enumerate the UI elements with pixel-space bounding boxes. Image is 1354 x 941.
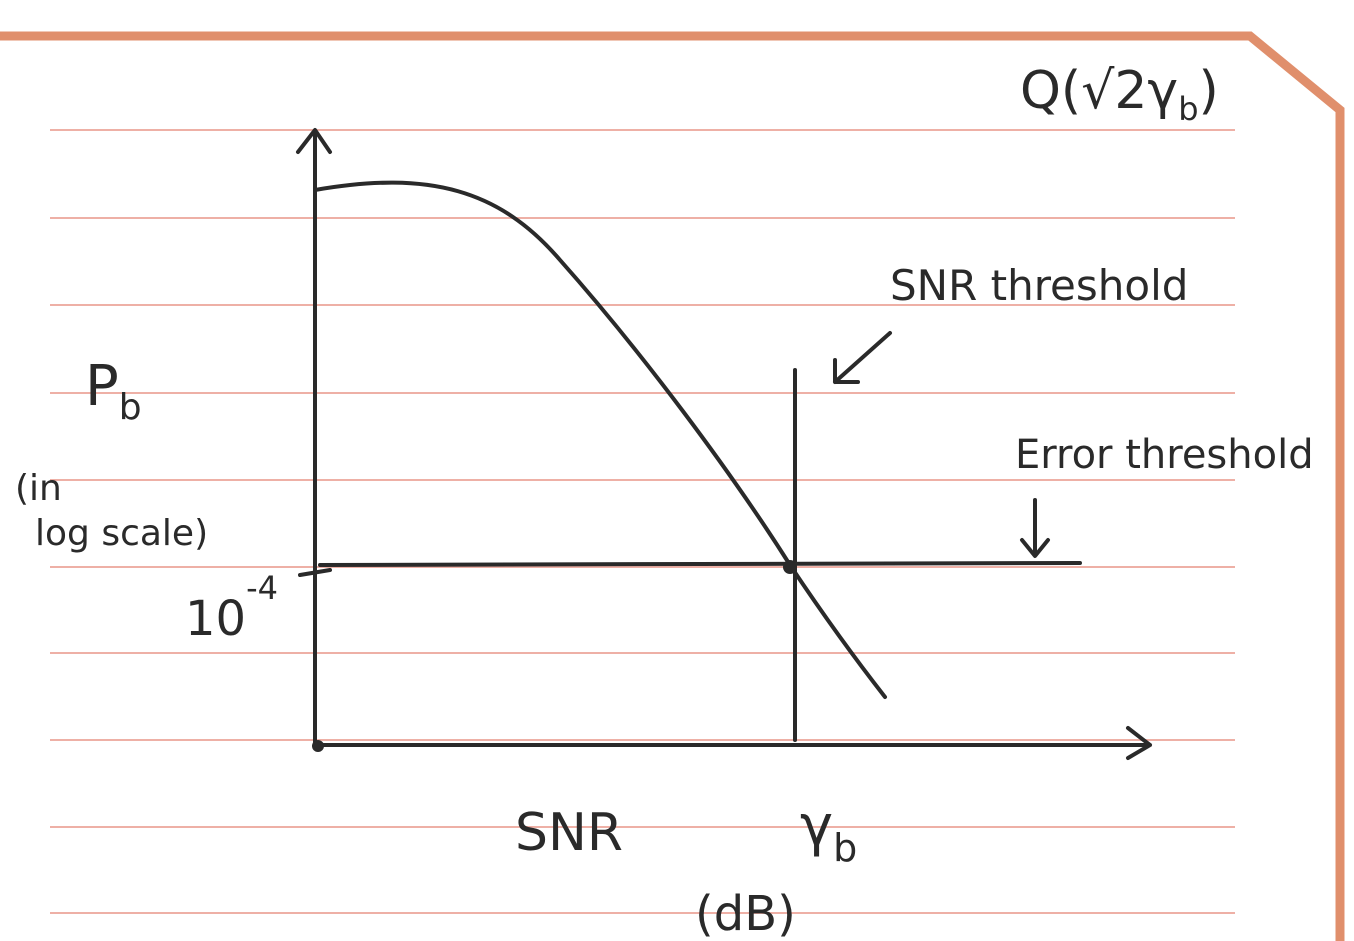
origin (312, 740, 324, 752)
y-symbol: P (85, 354, 119, 419)
snr-threshold-label: SNR threshold (890, 261, 1188, 310)
notebook-page: Q(√2γb) SNR threshold Error threshold Pb… (0, 0, 1354, 941)
x-marker-subscript: b (833, 826, 857, 870)
formula-subscript: b (1178, 90, 1198, 128)
y-subscript: b (119, 387, 142, 428)
y-note: (in (15, 468, 62, 509)
y-note: log scale) (35, 513, 208, 554)
tick-base: 10 (185, 591, 246, 647)
formula-suffix: ) (1199, 61, 1219, 121)
x-axis-label: SNR (515, 803, 623, 863)
tick-exponent: -4 (246, 569, 278, 607)
x-marker-symbol: γ (800, 794, 833, 859)
formula-prefix: Q(√2γ (1020, 61, 1178, 121)
x-axis-unit: (dB) (695, 886, 796, 941)
error-threshold-label: Error threshold (1015, 432, 1314, 478)
intersection (783, 560, 797, 574)
